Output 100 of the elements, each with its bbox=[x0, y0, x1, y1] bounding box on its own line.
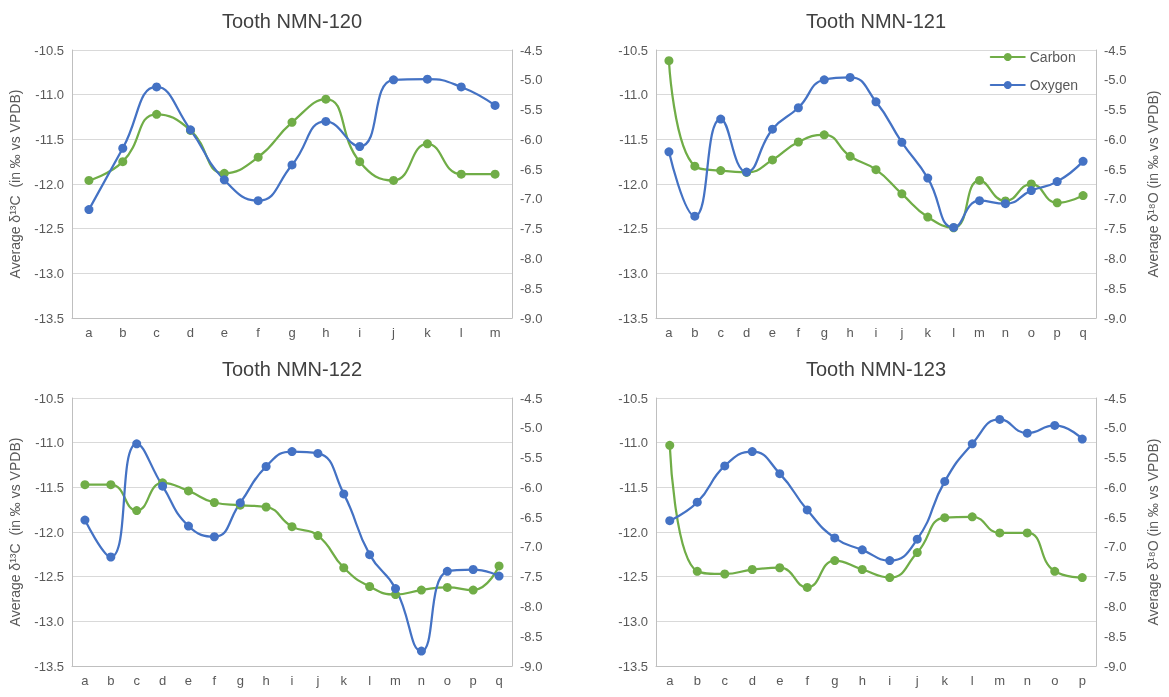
point bbox=[747, 565, 757, 575]
y2-tick-label: -5.0 bbox=[520, 420, 543, 436]
y2-tick-label: -8.5 bbox=[520, 628, 543, 644]
point bbox=[253, 196, 263, 206]
point bbox=[456, 169, 466, 179]
y2-tick-label: -6.0 bbox=[1104, 131, 1127, 147]
x-tick-label: k bbox=[941, 673, 949, 688]
point bbox=[775, 563, 785, 573]
point bbox=[253, 152, 263, 162]
y2-tick-label: -6.0 bbox=[1104, 479, 1127, 495]
x-tick-label: d bbox=[748, 673, 756, 688]
x-tick-label: h bbox=[262, 673, 270, 688]
point bbox=[912, 548, 922, 558]
point bbox=[819, 75, 829, 85]
point bbox=[209, 498, 219, 508]
y-tick-label: -12.0 bbox=[618, 176, 648, 192]
y2-tick-label: -5.5 bbox=[1104, 450, 1127, 466]
x-tick-label: g bbox=[288, 325, 296, 340]
y-tick-label: -12.5 bbox=[618, 221, 648, 237]
point bbox=[416, 585, 426, 595]
x-tick-label: a bbox=[81, 673, 90, 688]
y-tick-label: -10.5 bbox=[618, 390, 648, 406]
point bbox=[793, 137, 803, 147]
x-tick-label: g bbox=[236, 673, 244, 688]
x-tick-label: n bbox=[417, 673, 426, 688]
chart-title: Tooth NMN-123 bbox=[805, 358, 947, 380]
point bbox=[690, 161, 700, 171]
x-tick-label: b bbox=[691, 325, 699, 340]
y-tick-label: -12.0 bbox=[618, 524, 648, 540]
x-tick-label: j bbox=[914, 673, 919, 688]
point bbox=[923, 173, 933, 183]
y2-tick-label: -4.5 bbox=[520, 390, 543, 406]
x-tick-label: j bbox=[899, 325, 904, 340]
point bbox=[1077, 434, 1087, 444]
y2-tick-label: -9.0 bbox=[520, 310, 543, 326]
y-tick-label: -11.0 bbox=[619, 435, 648, 451]
point bbox=[802, 505, 812, 515]
y2-tick-label: -5.0 bbox=[520, 72, 543, 88]
chart-title: Tooth NMN-120 bbox=[221, 10, 363, 32]
point bbox=[339, 563, 349, 573]
point bbox=[747, 447, 757, 457]
point bbox=[720, 461, 730, 471]
point bbox=[422, 74, 432, 84]
chart-title: Tooth NMN-121 bbox=[805, 10, 947, 32]
y2-tick-label: -7.5 bbox=[520, 569, 543, 585]
point bbox=[664, 56, 674, 66]
y2-tick-label: -7.5 bbox=[1104, 569, 1127, 585]
point bbox=[767, 155, 777, 165]
y-tick-label: -12.0 bbox=[34, 176, 64, 192]
y2-tick-label: -5.5 bbox=[1104, 102, 1127, 118]
point bbox=[1077, 573, 1087, 583]
y2-tick-label: -8.0 bbox=[520, 250, 543, 266]
x-tick-label: p bbox=[1053, 325, 1061, 340]
y2-tick-label: -7.0 bbox=[1104, 191, 1127, 207]
point bbox=[720, 569, 730, 579]
point bbox=[1026, 186, 1036, 196]
point bbox=[490, 100, 500, 110]
x-tick-label: j bbox=[391, 325, 396, 340]
point bbox=[132, 506, 142, 516]
y2-tick-label: -5.5 bbox=[520, 450, 543, 466]
x-tick-label: l bbox=[459, 325, 463, 340]
point bbox=[494, 561, 504, 571]
y2-axis-title: Average δ¹⁸O (in ‰ vs VPDB) bbox=[1145, 90, 1161, 278]
y-axis-title: Average δ¹³C (in ‰ vs VPDB) bbox=[7, 89, 23, 279]
point bbox=[321, 116, 331, 126]
y-tick-label: -10.5 bbox=[618, 42, 648, 58]
point bbox=[819, 130, 829, 140]
x-tick-label: k bbox=[924, 325, 932, 340]
y2-tick-label: -6.5 bbox=[1104, 161, 1127, 177]
point bbox=[468, 585, 478, 595]
y2-tick-label: -6.5 bbox=[520, 161, 543, 177]
point bbox=[287, 160, 297, 170]
point bbox=[416, 646, 426, 656]
y-tick-label: -11.5 bbox=[619, 479, 648, 495]
point bbox=[106, 480, 116, 490]
x-tick-label: f bbox=[805, 673, 810, 688]
point bbox=[287, 447, 297, 457]
point bbox=[442, 582, 452, 592]
point bbox=[80, 480, 90, 490]
point bbox=[923, 212, 933, 222]
point bbox=[830, 556, 840, 566]
point bbox=[845, 72, 855, 82]
point bbox=[1052, 198, 1062, 208]
point bbox=[1022, 528, 1032, 538]
point bbox=[897, 189, 907, 199]
x-tick-label: d bbox=[158, 673, 167, 688]
y2-tick-label: -8.0 bbox=[1104, 598, 1127, 614]
point bbox=[84, 175, 94, 185]
legend-label: Carbon bbox=[1029, 49, 1076, 65]
point bbox=[118, 157, 128, 167]
x-tick-label: e bbox=[184, 673, 193, 688]
y-tick-label: -13.5 bbox=[34, 310, 64, 326]
x-tick-label: i bbox=[290, 673, 294, 688]
point bbox=[422, 139, 432, 149]
point bbox=[1022, 428, 1032, 438]
x-tick-label: f bbox=[212, 673, 217, 688]
x-tick-label: j bbox=[315, 673, 320, 688]
point bbox=[365, 582, 375, 591]
x-tick-label: l bbox=[952, 325, 956, 340]
point bbox=[716, 166, 726, 176]
